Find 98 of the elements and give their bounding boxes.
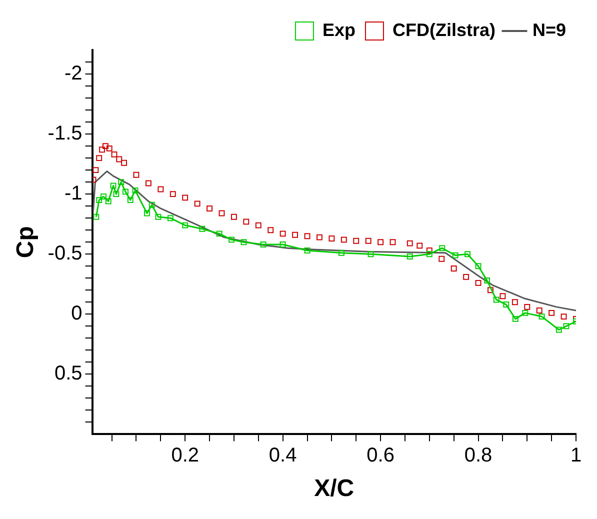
legend-label: N=9	[532, 20, 566, 40]
point	[304, 233, 310, 240]
point	[484, 278, 490, 284]
point	[463, 274, 470, 280]
point	[548, 310, 555, 316]
point	[475, 280, 482, 286]
point	[121, 160, 127, 166]
point	[102, 143, 108, 150]
point	[199, 226, 206, 232]
point	[122, 188, 128, 195]
point	[127, 197, 134, 204]
point	[493, 296, 500, 303]
point	[563, 323, 570, 330]
point	[475, 263, 482, 270]
y-tick-label: 0	[71, 302, 82, 325]
y-axis-title: Cp	[12, 226, 40, 258]
point	[132, 188, 138, 194]
point	[230, 214, 237, 220]
point	[560, 314, 567, 320]
point	[280, 242, 286, 248]
point	[365, 238, 372, 244]
x-tick-label: 0.6	[366, 444, 394, 467]
point	[522, 310, 528, 316]
point	[111, 151, 118, 158]
point	[216, 230, 222, 237]
point	[500, 293, 506, 300]
y-tick-label: -1	[64, 182, 82, 205]
point	[452, 252, 458, 258]
point	[416, 242, 423, 249]
point	[304, 248, 310, 254]
point	[280, 230, 286, 237]
point	[340, 236, 347, 243]
point	[158, 186, 164, 192]
point	[426, 251, 432, 258]
point	[378, 239, 384, 246]
point	[243, 218, 250, 225]
point	[99, 146, 106, 153]
point	[524, 304, 530, 310]
point	[148, 202, 155, 208]
point	[96, 197, 102, 204]
point	[145, 180, 152, 186]
point	[503, 302, 510, 308]
point	[167, 215, 174, 222]
point	[133, 172, 140, 178]
point	[488, 287, 494, 294]
point	[182, 194, 188, 201]
y-tick-label: 0.5	[54, 362, 82, 385]
legend-label: Exp	[322, 20, 356, 40]
x-tick-label: 0.2	[171, 444, 200, 467]
point	[328, 236, 335, 242]
point	[93, 214, 100, 220]
point	[118, 179, 124, 186]
point	[390, 239, 396, 246]
point	[240, 239, 247, 246]
x-tick-label: 1	[570, 444, 582, 467]
legend-label: CFD(Zilstra)	[392, 20, 496, 40]
point	[92, 167, 99, 174]
point	[292, 232, 298, 238]
point	[113, 191, 120, 198]
x-axis-title: X/C	[314, 475, 354, 502]
point	[105, 198, 112, 204]
point	[194, 200, 200, 207]
point	[368, 251, 374, 258]
y-tick-label: -2	[64, 62, 82, 85]
point	[260, 242, 266, 248]
point	[255, 222, 262, 228]
point	[106, 145, 112, 152]
point	[406, 254, 413, 260]
point	[512, 299, 518, 306]
point	[268, 227, 274, 234]
point	[228, 236, 234, 243]
point	[155, 214, 162, 220]
point	[96, 155, 102, 162]
point	[353, 238, 360, 244]
point	[338, 250, 344, 256]
x-tick-label: 0.8	[464, 444, 492, 467]
point	[464, 251, 470, 258]
point	[218, 210, 225, 216]
point	[100, 194, 106, 200]
point	[316, 234, 322, 240]
point	[439, 245, 446, 252]
point	[182, 222, 188, 228]
point	[438, 256, 445, 262]
point	[116, 156, 122, 162]
point	[450, 266, 457, 272]
x-tick-label: 0.4	[268, 444, 297, 467]
point	[144, 210, 150, 216]
point	[206, 206, 213, 212]
point	[536, 308, 542, 314]
point	[426, 248, 432, 254]
point	[538, 314, 545, 320]
point	[406, 240, 413, 246]
point	[170, 191, 176, 198]
point	[556, 326, 562, 333]
point	[110, 182, 116, 189]
y-tick-label: -1.5	[48, 122, 82, 145]
y-tick-label: -0.5	[48, 242, 82, 265]
point	[512, 316, 518, 322]
